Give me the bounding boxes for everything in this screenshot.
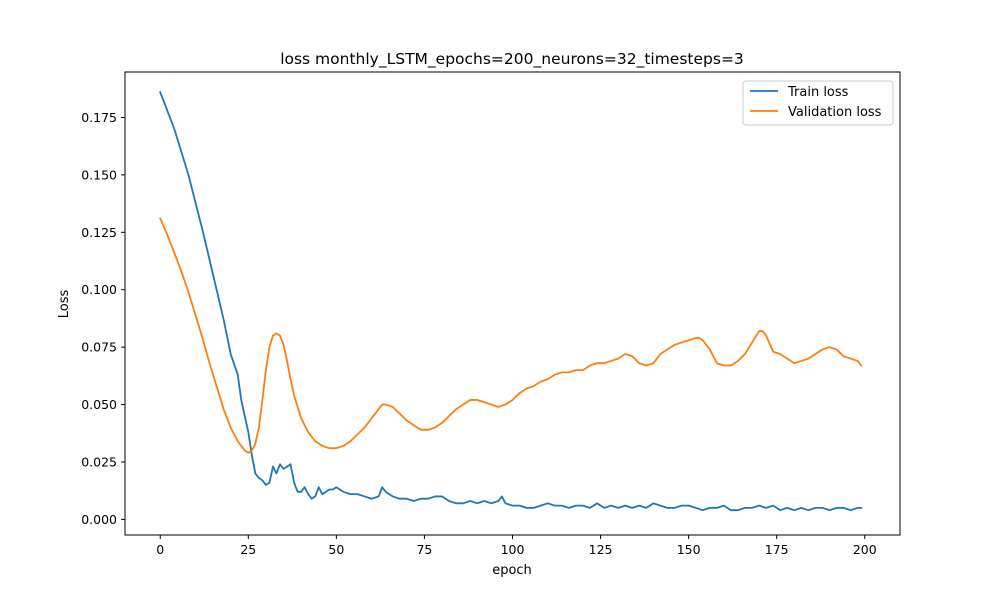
y-tick-label: 0.025 bbox=[81, 454, 117, 469]
y-tick-label: 0.150 bbox=[81, 167, 117, 182]
x-axis-label: epoch bbox=[492, 563, 532, 578]
y-tick-label: 0.075 bbox=[81, 340, 117, 355]
legend: Train loss Validation loss bbox=[742, 80, 894, 126]
y-tick-label: 0.175 bbox=[81, 110, 117, 125]
y-tick-label: 0.000 bbox=[81, 512, 117, 527]
x-tick-label: 125 bbox=[589, 542, 613, 557]
x-tick-label: 200 bbox=[853, 542, 877, 557]
y-tick-label: 0.050 bbox=[81, 397, 117, 412]
series-line-train-loss bbox=[159, 91, 863, 512]
x-tick-label: 25 bbox=[240, 542, 256, 557]
x-tick-label: 75 bbox=[416, 542, 432, 557]
chart-title: loss monthly_LSTM_epochs=200_neurons=32_… bbox=[280, 50, 744, 69]
y-tick-label: 0.100 bbox=[81, 282, 117, 297]
legend-train-loss-label: Train loss bbox=[787, 85, 849, 100]
x-tick-label: 150 bbox=[677, 542, 701, 557]
x-tick-label: 100 bbox=[501, 542, 525, 557]
y-axis-label: Loss bbox=[57, 290, 72, 319]
x-tick-label: 175 bbox=[765, 542, 789, 557]
y-tick-label: 0.125 bbox=[81, 225, 117, 240]
x-axis-ticks: 0 25 50 75 100 125 150 175 200 bbox=[156, 535, 877, 557]
plot-lines bbox=[159, 91, 863, 512]
x-tick-label: 50 bbox=[328, 542, 344, 557]
legend-validation-loss-label: Validation loss bbox=[788, 105, 882, 120]
x-tick-label: 0 bbox=[156, 542, 164, 557]
series-line-validation-loss bbox=[159, 217, 863, 454]
y-axis-ticks: 0.000 0.025 0.050 0.075 0.100 0.125 0.150 0.175 bbox=[81, 110, 125, 527]
legend-box bbox=[742, 80, 894, 126]
